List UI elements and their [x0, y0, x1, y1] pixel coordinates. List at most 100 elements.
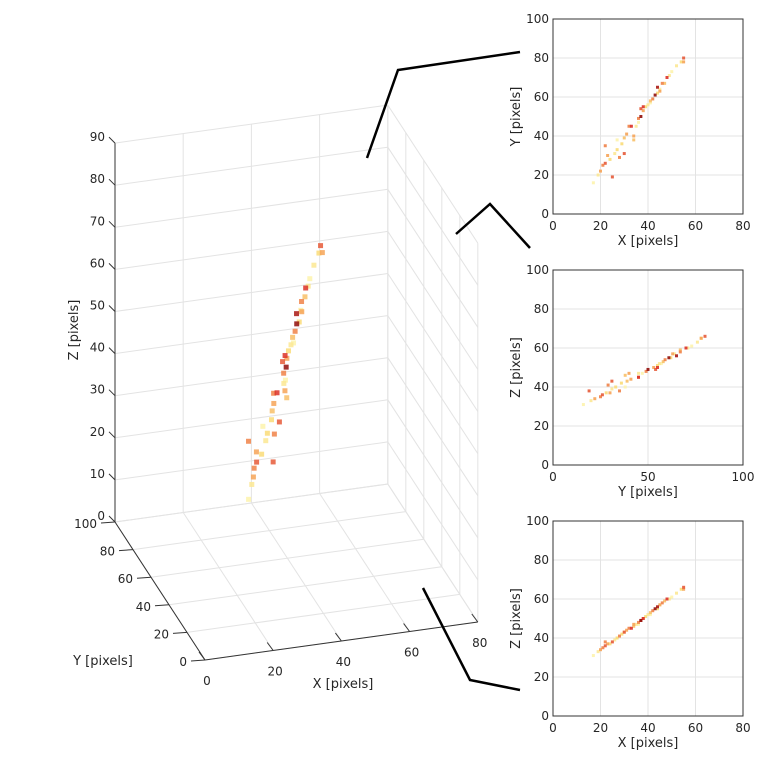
z-tick — [108, 515, 116, 523]
data-point — [269, 408, 275, 414]
z-axis-label: Z [pixels] — [67, 300, 82, 361]
z-tick-label: 60 — [90, 256, 105, 270]
y-tick — [136, 576, 152, 579]
data-point — [670, 595, 674, 599]
y-tick-label: 0 — [541, 207, 549, 221]
z-tick — [108, 136, 116, 144]
z-tick-label: 90 — [90, 130, 105, 144]
z-tick — [108, 431, 116, 439]
y-tick-label: 60 — [118, 572, 133, 586]
data-point — [656, 364, 659, 368]
y-tick-label: 20 — [534, 419, 549, 433]
data-point — [618, 389, 621, 393]
data-point — [253, 449, 259, 455]
x-axis-label: X [pixels] — [618, 234, 679, 249]
data-point — [656, 605, 659, 609]
data-point — [302, 294, 308, 300]
data-point — [639, 107, 643, 111]
data-point — [625, 132, 629, 136]
data-point — [644, 615, 648, 619]
data-point — [608, 642, 612, 646]
data-point — [673, 352, 677, 356]
data-point — [294, 321, 300, 327]
data-point — [644, 105, 648, 109]
y-tick-label: 0 — [179, 655, 187, 669]
side-wall-gridline-z — [387, 189, 479, 328]
data-point — [623, 385, 627, 389]
data-point — [663, 358, 667, 362]
data-point — [618, 634, 621, 638]
data-point — [259, 451, 265, 457]
data-point — [648, 101, 652, 105]
data-point — [660, 601, 664, 605]
y-tick-label: 20 — [534, 168, 549, 182]
data-point — [608, 391, 612, 395]
data-point — [604, 391, 608, 395]
data-point — [282, 377, 288, 383]
data-point — [641, 109, 645, 113]
data-point — [651, 97, 655, 101]
data-point — [686, 346, 690, 350]
z-tick — [108, 178, 116, 186]
data-point — [581, 403, 585, 407]
data-point — [294, 311, 300, 317]
data-point — [663, 81, 667, 85]
data-point — [619, 381, 623, 385]
data-point — [316, 250, 322, 256]
x-tick-label: 80 — [735, 219, 750, 233]
data-point — [280, 359, 286, 365]
data-point — [632, 624, 636, 628]
data-point — [632, 622, 636, 626]
scatter-3d-plot: 0102030405060708090020406080020406080100… — [67, 104, 487, 692]
data-point — [678, 348, 682, 352]
x-tick-label: 40 — [640, 721, 655, 735]
z-tick-label: 0 — [97, 509, 105, 523]
data-point — [290, 334, 296, 340]
data-point — [678, 350, 682, 354]
data-point — [651, 609, 655, 613]
data-point — [627, 124, 631, 128]
back-wall-gridline-z — [114, 483, 388, 523]
data-point — [627, 371, 631, 375]
y-tick-label: 80 — [100, 545, 115, 559]
data-point — [695, 340, 699, 344]
side-wall-gridline-z — [387, 315, 479, 454]
data-point — [684, 346, 688, 350]
data-point — [589, 399, 593, 403]
y-tick-label: 40 — [136, 600, 151, 614]
y-tick — [154, 604, 170, 607]
data-point — [288, 342, 294, 348]
data-point — [299, 309, 305, 315]
y-tick-label: 80 — [534, 51, 549, 65]
data-point — [296, 319, 302, 325]
data-point — [593, 397, 597, 401]
data-point — [307, 276, 313, 282]
side-wall-gridline-z — [387, 231, 479, 370]
x-tick-label: 40 — [640, 219, 655, 233]
y-axis-label: Y [pixels] — [509, 87, 524, 148]
y-tick — [172, 631, 188, 634]
data-point — [284, 355, 290, 361]
back-wall-gridline-z — [114, 104, 388, 144]
floor-gridline-y — [168, 566, 442, 606]
data-point — [600, 393, 604, 397]
data-point — [268, 417, 274, 423]
data-point — [596, 173, 600, 177]
y-tick-label: 80 — [534, 302, 549, 316]
data-point — [285, 348, 291, 354]
data-point — [679, 587, 683, 591]
data-point — [682, 587, 686, 591]
data-point — [603, 161, 607, 165]
data-point — [606, 642, 610, 646]
z-tick — [108, 389, 116, 397]
data-point — [667, 597, 671, 601]
z-tick — [108, 347, 116, 354]
data-point — [639, 115, 643, 118]
y-tick-label: 20 — [154, 627, 169, 641]
y-tick-label: 40 — [534, 380, 549, 394]
x-tick-label: 20 — [593, 219, 608, 233]
data-point — [639, 618, 643, 622]
data-point — [618, 155, 621, 159]
data-point — [656, 607, 659, 611]
data-point — [665, 76, 669, 79]
